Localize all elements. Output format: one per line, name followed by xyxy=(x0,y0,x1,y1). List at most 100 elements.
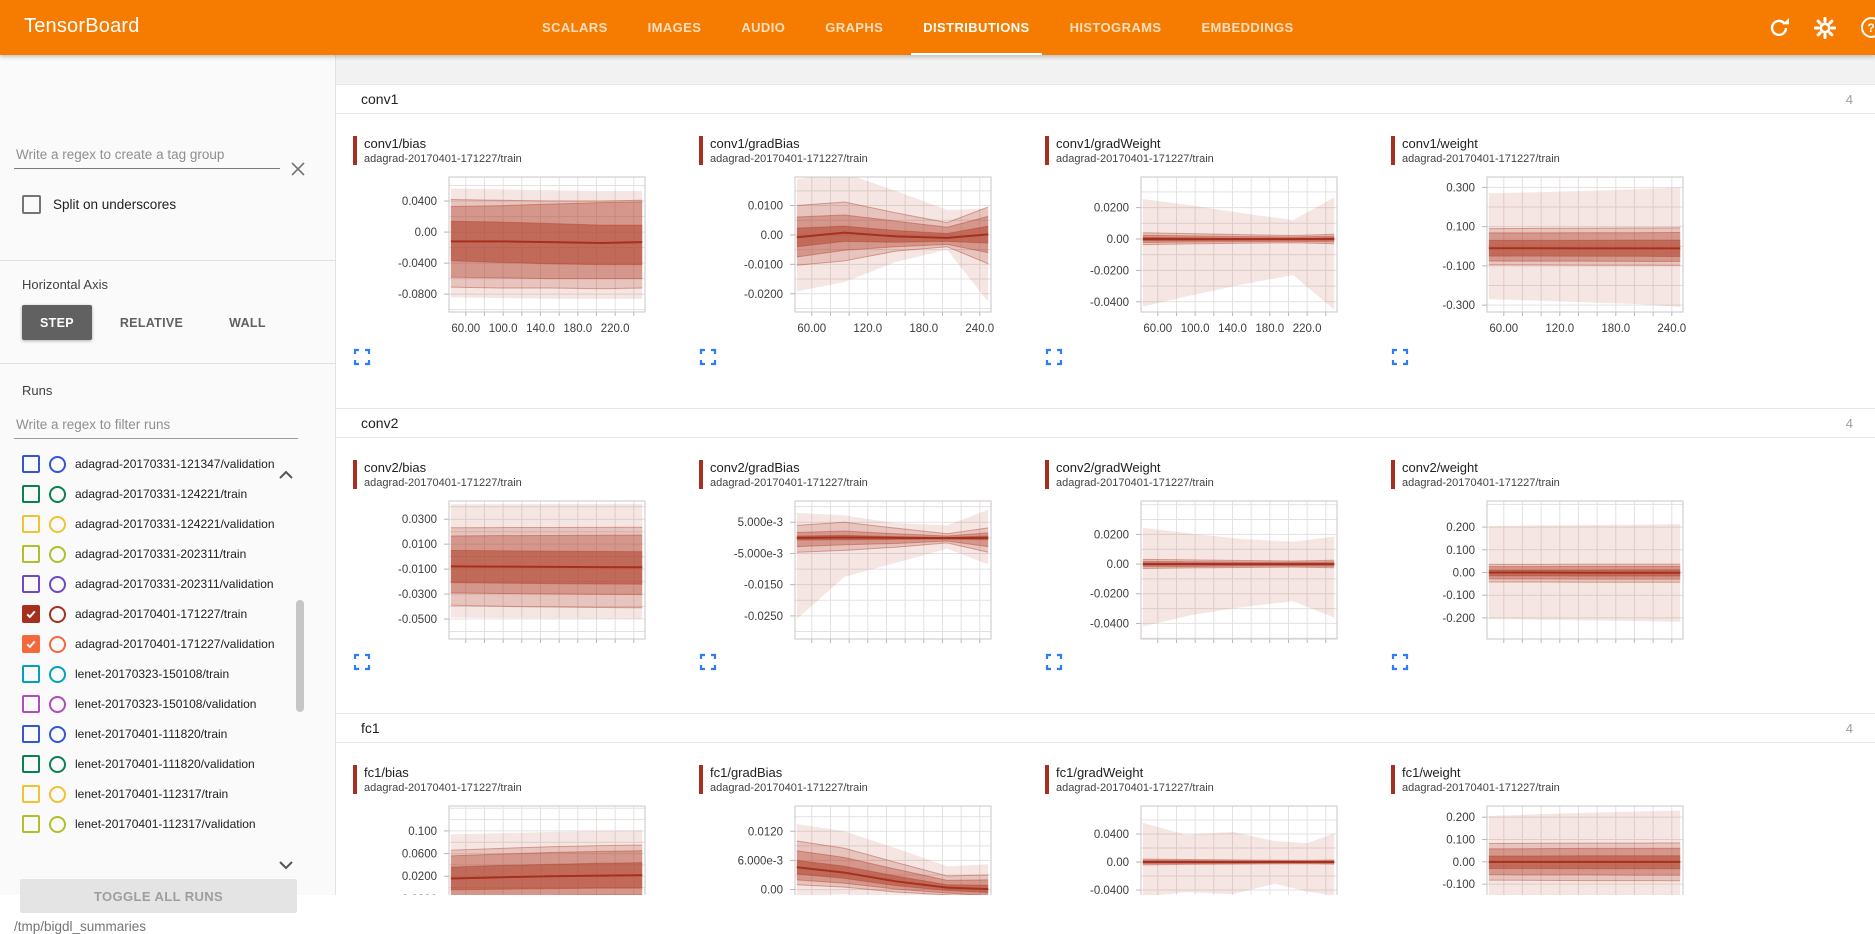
run-visibility-circle[interactable] xyxy=(49,755,66,773)
sidebar: Split on underscores Horizontal Axis STE… xyxy=(0,55,336,934)
top-strip xyxy=(336,55,1875,85)
run-visibility-circle[interactable] xyxy=(49,725,66,743)
tab-graphs[interactable]: GRAPHS xyxy=(825,20,884,35)
runs-regex-input[interactable] xyxy=(14,413,298,439)
tab-audio[interactable]: AUDIO xyxy=(741,20,786,35)
tab-scalars[interactable]: SCALARS xyxy=(542,20,608,35)
run-visibility-circle[interactable] xyxy=(49,575,66,593)
run-label: adagrad-20170331-202311/validation xyxy=(75,576,274,591)
chart-title: fc1/gradBias xyxy=(710,765,783,780)
tab-embeddings[interactable]: EMBEDDINGS xyxy=(1201,20,1294,35)
run-checkbox[interactable] xyxy=(22,785,40,803)
chart-header: fc1/bias adagrad-20170401-171227/train xyxy=(353,765,683,794)
chart-run-name: adagrad-20170401-171227/train xyxy=(1056,477,1214,489)
expand-chart-icon[interactable] xyxy=(1045,348,1063,366)
axis-button-relative[interactable]: RELATIVE xyxy=(119,315,184,330)
run-item: lenet-20170401-111820/validation xyxy=(22,749,290,779)
expand-chart-icon[interactable] xyxy=(699,653,717,671)
run-checkbox[interactable] xyxy=(22,545,40,563)
svg-text:-0.0500: -0.0500 xyxy=(398,614,437,626)
svg-text:0.0400: 0.0400 xyxy=(1094,829,1129,841)
help-icon[interactable]: ? xyxy=(1859,16,1875,40)
expand-chart-icon[interactable] xyxy=(1045,653,1063,671)
run-visibility-circle[interactable] xyxy=(49,545,66,563)
refresh-icon[interactable] xyxy=(1767,16,1791,40)
runs-list: adagrad-20170331-121347/validation adagra… xyxy=(22,449,290,839)
expand-chart-icon[interactable] xyxy=(353,348,371,366)
run-visibility-circle[interactable] xyxy=(49,485,66,503)
tag-regex-input[interactable] xyxy=(14,143,280,169)
tab-distributions[interactable]: DISTRIBUTIONS xyxy=(903,0,1049,55)
run-color-bar xyxy=(699,460,703,489)
axis-button-step[interactable]: STEP xyxy=(22,305,92,340)
run-visibility-circle[interactable] xyxy=(49,515,66,533)
expand-chart-icon[interactable] xyxy=(699,348,717,366)
run-checkbox[interactable] xyxy=(22,665,40,683)
section-title: conv1 xyxy=(361,91,399,107)
run-label: lenet-20170401-111820/train xyxy=(75,726,228,741)
run-visibility-circle[interactable] xyxy=(49,785,66,803)
chart-title: conv1/bias xyxy=(364,136,427,151)
svg-text:140.0: 140.0 xyxy=(1218,323,1247,335)
run-visibility-circle[interactable] xyxy=(49,455,66,473)
runs-scrollbar[interactable] xyxy=(296,600,304,712)
run-visibility-circle[interactable] xyxy=(49,635,66,653)
run-label: adagrad-20170331-202311/train xyxy=(75,546,247,561)
run-color-bar xyxy=(1045,765,1049,794)
run-checkbox[interactable] xyxy=(22,725,40,743)
run-checkbox[interactable] xyxy=(22,605,40,623)
chart-run-name: adagrad-20170401-171227/train xyxy=(364,782,522,794)
section-header-fc1[interactable]: fc1 4 xyxy=(336,713,1875,743)
tab-histograms[interactable]: HISTOGRAMS xyxy=(1069,20,1162,35)
svg-text:0.200: 0.200 xyxy=(1446,812,1475,824)
split-underscores-checkbox[interactable] xyxy=(22,195,41,214)
section-header-conv2[interactable]: conv2 4 xyxy=(336,408,1875,438)
svg-text:0.0400: 0.0400 xyxy=(402,196,437,208)
chart-run-name: adagrad-20170401-171227/train xyxy=(1402,477,1560,489)
close-icon[interactable] xyxy=(288,159,308,179)
run-checkbox[interactable] xyxy=(22,485,40,503)
run-item: lenet-20170323-150108/validation xyxy=(22,689,290,719)
run-item: lenet-20170401-112317/validation xyxy=(22,809,290,839)
split-underscores-label: Split on underscores xyxy=(53,197,177,212)
run-visibility-circle[interactable] xyxy=(49,695,66,713)
settings-gear-icon[interactable] xyxy=(1813,16,1837,40)
svg-text:0.0300: 0.0300 xyxy=(402,514,437,526)
svg-text:100.0: 100.0 xyxy=(1181,323,1210,335)
run-visibility-circle[interactable] xyxy=(49,815,66,833)
svg-text:0.0200: 0.0200 xyxy=(1094,203,1129,215)
section-title: conv2 xyxy=(361,415,399,431)
svg-text:220.0: 220.0 xyxy=(1293,323,1322,335)
expand-chart-icon[interactable] xyxy=(1391,653,1409,671)
run-visibility-circle[interactable] xyxy=(49,605,66,623)
run-checkbox[interactable] xyxy=(22,695,40,713)
run-checkbox[interactable] xyxy=(22,815,40,833)
chart-run-name: adagrad-20170401-171227/train xyxy=(364,477,522,489)
expand-chart-icon[interactable] xyxy=(353,653,371,671)
svg-text:-0.0400: -0.0400 xyxy=(398,258,437,270)
run-checkbox[interactable] xyxy=(22,635,40,653)
svg-text:-0.0100: -0.0100 xyxy=(744,259,783,271)
svg-text:180.0: 180.0 xyxy=(1601,323,1630,335)
scroll-up-icon[interactable] xyxy=(278,467,294,485)
expand-chart-icon[interactable] xyxy=(1391,348,1409,366)
run-checkbox[interactable] xyxy=(22,575,40,593)
axis-button-wall[interactable]: WALL xyxy=(229,315,266,330)
run-item: lenet-20170323-150108/train xyxy=(22,659,290,689)
run-visibility-circle[interactable] xyxy=(49,665,66,683)
section-header-conv1[interactable]: conv1 4 xyxy=(336,85,1875,114)
svg-text:0.100: 0.100 xyxy=(1446,545,1475,557)
svg-text:60.00: 60.00 xyxy=(1143,323,1172,335)
run-checkbox[interactable] xyxy=(22,515,40,533)
toggle-all-runs-button[interactable]: TOGGLE ALL RUNS xyxy=(20,879,297,913)
scroll-down-icon[interactable] xyxy=(278,857,294,875)
section-chart-count: 4 xyxy=(1845,720,1853,736)
run-checkbox[interactable] xyxy=(22,755,40,773)
svg-text:0.100: 0.100 xyxy=(1446,222,1475,234)
run-item: lenet-20170401-112317/train xyxy=(22,779,290,809)
svg-text:-5.000e-3: -5.000e-3 xyxy=(734,548,783,560)
svg-text:-0.0200: -0.0200 xyxy=(744,289,783,301)
run-checkbox[interactable] xyxy=(22,455,40,473)
tab-images[interactable]: IMAGES xyxy=(647,20,702,35)
svg-text:180.0: 180.0 xyxy=(563,323,592,335)
